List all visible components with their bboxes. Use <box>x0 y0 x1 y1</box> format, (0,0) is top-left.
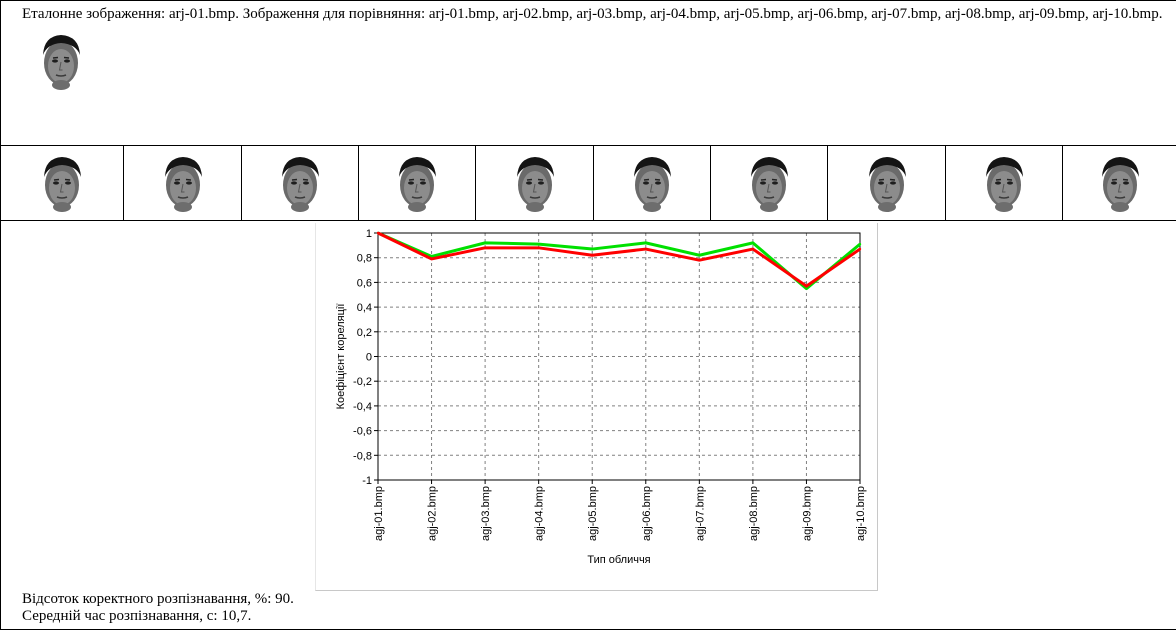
y-tick-label: 0 <box>366 352 372 364</box>
series-point-2 <box>483 246 487 250</box>
stats-block: Відсоток коректного розпізнавання, %: 90… <box>22 591 294 625</box>
series-point-1 <box>591 247 594 251</box>
face-image <box>744 151 794 214</box>
series-point-2 <box>644 247 647 251</box>
face-image <box>157 151 208 214</box>
y-tick-label: 0,8 <box>357 253 372 265</box>
face-cell-3 <box>241 145 359 221</box>
x-tick-label: agj-03.bmp <box>480 486 492 541</box>
series-point-1 <box>751 241 755 245</box>
series-point-2 <box>805 284 808 288</box>
y-tick-label: -0,8 <box>353 450 372 462</box>
face-cell-5 <box>475 145 594 221</box>
x-tick-label: agj-01.bmp <box>373 486 385 541</box>
x-tick-label: agj-02.bmp <box>427 486 439 541</box>
series-line-1 <box>377 231 861 291</box>
x-axis-label: Тип обличчя <box>587 554 650 566</box>
x-tick-label: agj-08.bmp <box>748 486 760 541</box>
face-image <box>861 151 912 214</box>
correlation-chart: -1 -0,8 -0,6 -0,4 -0,2 0 0,2 0,4 0,6 0,8 1 agj-01.b… <box>335 228 867 566</box>
plot-border <box>377 232 861 481</box>
face-image <box>509 151 560 214</box>
face-cell-1 <box>0 145 124 221</box>
y-axis-label: Коефіцієнт кореляції <box>335 304 347 410</box>
reference-face-image <box>36 30 86 92</box>
series-point-2 <box>591 254 594 257</box>
y-tick-label: 0,2 <box>357 327 372 339</box>
face-image <box>392 151 442 214</box>
x-tick-label: agj-10.bmp <box>855 486 867 541</box>
series-point-1 <box>537 242 540 246</box>
face-cell-6 <box>593 145 711 221</box>
series-point-2 <box>537 246 540 250</box>
series-point-2 <box>698 258 701 262</box>
y-tick-label: 0,4 <box>357 302 372 314</box>
face-image <box>1094 151 1145 214</box>
face-cell-9 <box>945 145 1063 221</box>
face-image <box>37 151 87 214</box>
x-tick-label: agj-04.bmp <box>534 486 546 541</box>
header-cell: Еталонне зображення: arj-01.bmp. Зображе… <box>0 0 1176 146</box>
x-tick-label: agj-07.bmp <box>694 486 706 541</box>
series-point-2 <box>858 247 862 251</box>
series-point-2 <box>430 257 433 261</box>
avg-time-text: Середній час розпізнавання, с: 10,7. <box>22 608 252 624</box>
y-tick-label: -1 <box>362 475 372 487</box>
series-point-1 <box>644 241 647 245</box>
face-cell-8 <box>827 145 946 221</box>
accuracy-text: Відсоток коректного розпізнавання, %: 90… <box>22 591 294 607</box>
series-point-1 <box>698 254 701 257</box>
y-tick-label: -0,4 <box>353 401 372 413</box>
series-point-2 <box>376 231 380 235</box>
series-point-2 <box>751 247 755 251</box>
x-tick-label: agj-05.bmp <box>587 486 599 541</box>
y-tick-label: -0,6 <box>353 426 372 438</box>
face-image <box>979 151 1029 214</box>
x-tick-label: agj-06.bmp <box>641 486 653 541</box>
y-tick-label: 1 <box>366 228 372 240</box>
header-description: Еталонне зображення: arj-01.bmp. Зображе… <box>22 6 1163 22</box>
series-point-1 <box>483 241 487 245</box>
face-image <box>627 151 677 214</box>
series-point-1 <box>805 287 808 290</box>
face-image <box>275 151 325 214</box>
y-tick-label: -0,2 <box>353 376 372 388</box>
y-tick-label: 0,6 <box>357 277 372 289</box>
face-cell-7 <box>710 145 828 221</box>
series-line-2 <box>377 231 861 288</box>
face-cell-2 <box>123 145 242 221</box>
face-cell-4 <box>358 145 476 221</box>
faces-row <box>0 145 1176 221</box>
face-cell-10 <box>1061 145 1176 221</box>
results-cell: -1 -0,8 -0,6 -0,4 -0,2 0 0,2 0,4 0,6 0,8 1 agj-01.b… <box>0 220 1176 630</box>
chart-frame: -1 -0,8 -0,6 -0,4 -0,2 0 0,2 0,4 0,6 0,8 1 agj-01.b… <box>315 223 878 591</box>
x-tick-label: agj-09.bmp <box>801 486 813 541</box>
series-point-1 <box>858 242 862 246</box>
